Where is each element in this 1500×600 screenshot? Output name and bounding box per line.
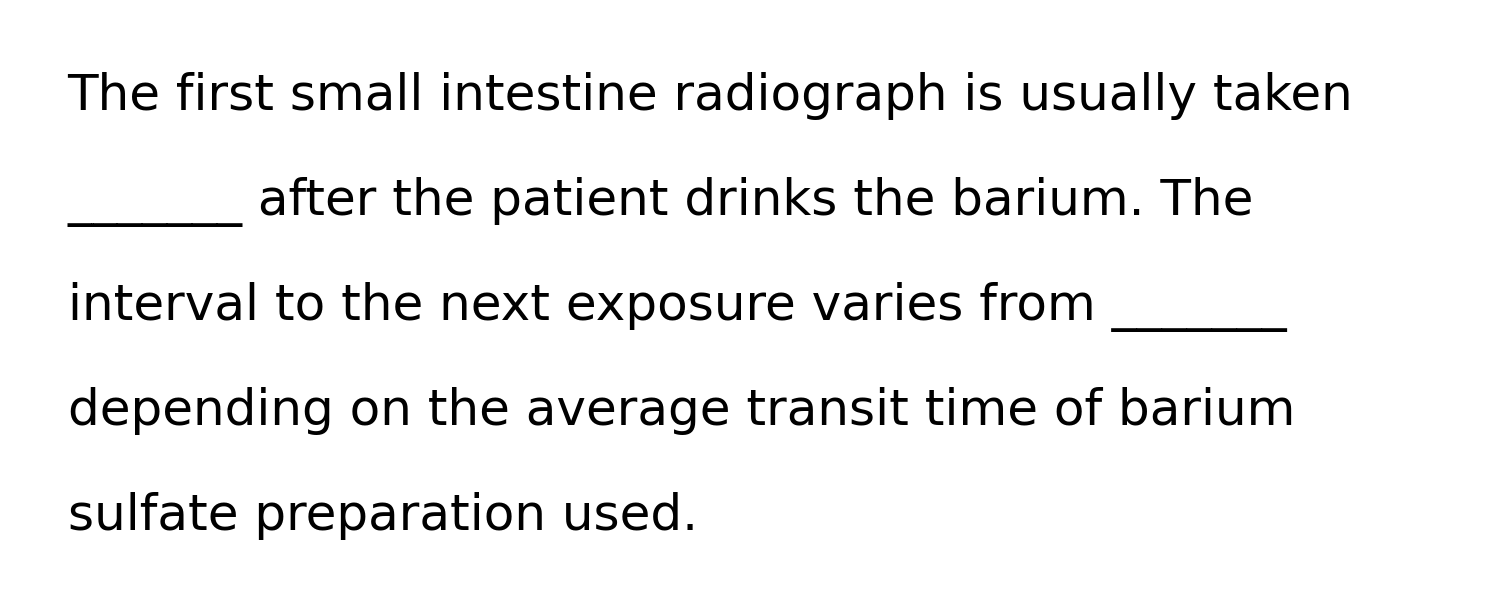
Text: interval to the next exposure varies from _______: interval to the next exposure varies fro…: [68, 282, 1286, 332]
Text: The first small intestine radiograph is usually taken: The first small intestine radiograph is …: [68, 72, 1353, 120]
Text: depending on the average transit time of barium: depending on the average transit time of…: [68, 387, 1294, 435]
Text: _______ after the patient drinks the barium. The: _______ after the patient drinks the bar…: [68, 177, 1254, 227]
Text: sulfate preparation used.: sulfate preparation used.: [68, 492, 698, 540]
